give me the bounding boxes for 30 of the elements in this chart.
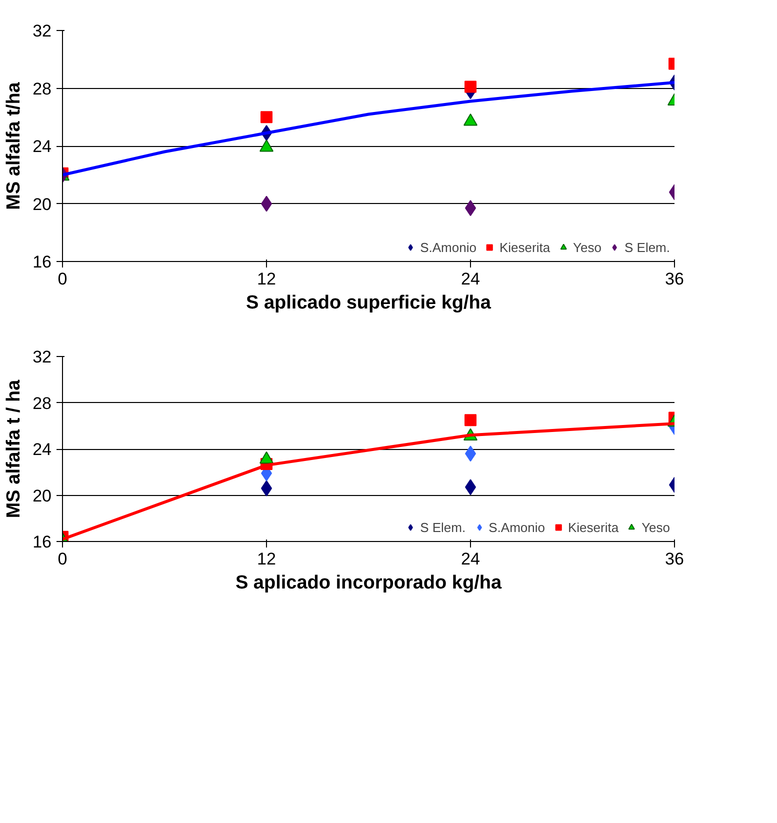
y-tick-label: 24	[32, 137, 52, 156]
x-tick-label: 12	[257, 550, 276, 568]
y-tick-label: 32	[32, 348, 52, 366]
x-tick-label: 36	[665, 550, 684, 568]
legend-label: Kieserita	[568, 520, 619, 534]
legend-label: S.Amonio	[420, 240, 476, 254]
y-tick-label: 20	[32, 194, 52, 214]
legend-label: Yeso	[573, 240, 602, 254]
x-tick-label: 36	[665, 270, 684, 288]
y-tick-label: 16	[32, 532, 52, 552]
x-axis-title: S aplicado incorporado kg/ha	[235, 572, 502, 594]
x-tick-label: 12	[257, 270, 276, 288]
y-axis-title: MS alfalfa t / ha	[4, 379, 25, 518]
legend-label: Yeso	[642, 520, 670, 534]
x-tick-label: 24	[461, 550, 480, 568]
x-tick-label: 24	[461, 270, 480, 288]
y-tick-label: 32	[32, 22, 52, 40]
x-tick-label: 0	[58, 550, 68, 568]
x-axis-title: S aplicado superficie kg/ha	[246, 292, 492, 314]
y-tick-label: 28	[32, 79, 52, 98]
x-tick-label: 0	[58, 270, 68, 288]
y-tick-label: 16	[32, 252, 52, 272]
legend-label: S Elem.	[420, 520, 466, 534]
y-tick-label: 20	[32, 486, 52, 506]
y-tick-label: 24	[32, 440, 52, 459]
legend-label: S.Amonio	[488, 520, 545, 534]
legend-label: Kieserita	[499, 240, 550, 254]
y-tick-label: 28	[32, 394, 52, 413]
y-axis-title: MS alfalfa t/ha	[4, 82, 25, 210]
legend-label: S Elem.	[624, 240, 670, 254]
